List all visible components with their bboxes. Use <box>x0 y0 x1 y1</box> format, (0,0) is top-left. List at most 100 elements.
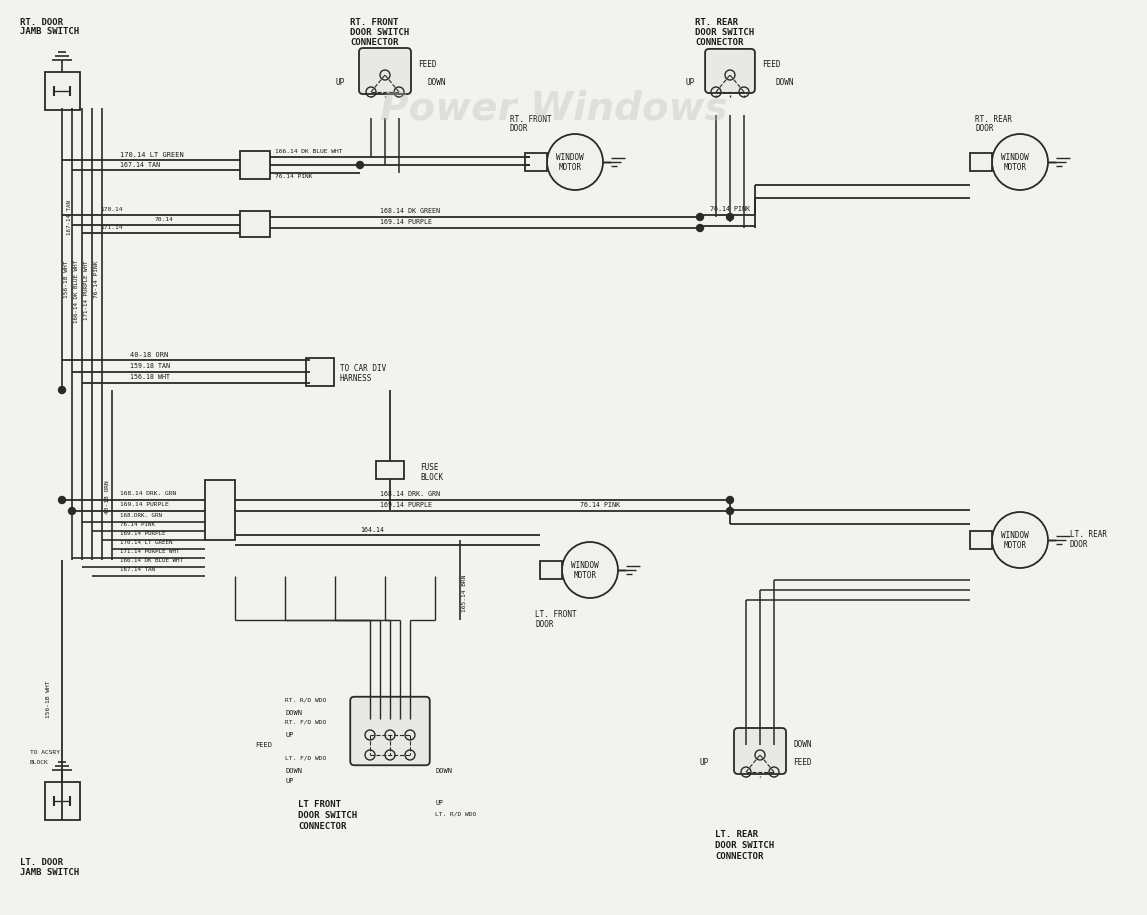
Text: DOWN: DOWN <box>284 710 302 716</box>
Circle shape <box>726 508 733 514</box>
Text: DOWN: DOWN <box>428 78 446 87</box>
Bar <box>376 461 404 479</box>
Text: FEED: FEED <box>762 60 780 69</box>
Text: CONNECTOR: CONNECTOR <box>715 852 764 861</box>
Text: 169.14 PURPLE: 169.14 PURPLE <box>380 219 432 225</box>
Text: 40-18 ORN: 40-18 ORN <box>106 480 110 513</box>
Text: DOOR SWITCH: DOOR SWITCH <box>298 811 357 820</box>
Circle shape <box>992 512 1048 568</box>
Text: LT. REAR: LT. REAR <box>715 830 758 839</box>
Circle shape <box>547 134 603 190</box>
Circle shape <box>696 213 703 221</box>
Text: UP: UP <box>284 732 294 738</box>
Text: DOOR: DOOR <box>975 124 993 133</box>
Text: 166.14 DK BLUE WHT: 166.14 DK BLUE WHT <box>275 149 343 154</box>
Bar <box>540 561 562 579</box>
Text: 168.14 DRK. GRN: 168.14 DRK. GRN <box>380 491 440 497</box>
Text: 170.14 LT GREEN: 170.14 LT GREEN <box>120 152 184 158</box>
Text: 76.14 PINK: 76.14 PINK <box>275 174 312 179</box>
Text: 167.14 TAN: 167.14 TAN <box>120 567 155 572</box>
Text: MOTOR: MOTOR <box>1004 163 1027 171</box>
Circle shape <box>69 508 76 514</box>
Text: 168.14 DK GREEN: 168.14 DK GREEN <box>380 208 440 214</box>
Circle shape <box>58 497 65 503</box>
Text: RT. REAR: RT. REAR <box>695 18 738 27</box>
Text: DOOR: DOOR <box>510 124 529 133</box>
Text: RT. REAR: RT. REAR <box>975 115 1012 124</box>
FancyBboxPatch shape <box>350 696 430 765</box>
Text: 170.14 LT GREEN: 170.14 LT GREEN <box>120 540 172 545</box>
Text: DOOR SWITCH: DOOR SWITCH <box>715 841 774 850</box>
Bar <box>45 72 80 110</box>
Text: DOWN: DOWN <box>284 768 302 774</box>
Text: DOWN: DOWN <box>775 78 794 87</box>
Bar <box>970 153 992 171</box>
Text: FEED: FEED <box>793 758 811 767</box>
Text: UP: UP <box>685 78 694 87</box>
Bar <box>240 151 270 179</box>
Text: UP: UP <box>335 78 344 87</box>
Circle shape <box>726 213 733 221</box>
FancyBboxPatch shape <box>734 728 786 774</box>
Bar <box>205 480 235 540</box>
Text: BLOCK: BLOCK <box>30 760 49 765</box>
Text: 156-18 WHT: 156-18 WHT <box>64 260 69 297</box>
Text: UP: UP <box>284 778 294 784</box>
Circle shape <box>562 542 618 598</box>
Text: LT. DOOR: LT. DOOR <box>19 858 63 867</box>
Text: CONNECTOR: CONNECTOR <box>298 822 346 831</box>
Bar <box>306 358 334 386</box>
Text: 171-14 PURPLE WHT: 171-14 PURPLE WHT <box>84 260 89 319</box>
Text: 170.14: 170.14 <box>100 207 123 212</box>
Text: WINDOW: WINDOW <box>1001 532 1029 541</box>
Text: MOTOR: MOTOR <box>574 570 596 579</box>
Bar <box>525 153 547 171</box>
Text: RT. R/D WDO: RT. R/D WDO <box>284 698 326 703</box>
Text: 166-14 DK BLUE WHT: 166-14 DK BLUE WHT <box>75 260 79 323</box>
Text: 169.14 PURPLE: 169.14 PURPLE <box>120 502 169 507</box>
Circle shape <box>357 162 364 168</box>
Text: FEED: FEED <box>255 742 272 748</box>
Text: LT. FRONT: LT. FRONT <box>535 610 577 619</box>
Text: 168.DRK. GRN: 168.DRK. GRN <box>120 513 162 518</box>
Text: LT FRONT: LT FRONT <box>298 800 341 809</box>
Text: TO ACSRY: TO ACSRY <box>30 750 60 755</box>
Text: 70.14: 70.14 <box>155 217 173 222</box>
Text: DOOR: DOOR <box>1070 540 1089 549</box>
Text: 40-18 ORN: 40-18 ORN <box>130 352 169 358</box>
FancyBboxPatch shape <box>705 48 755 93</box>
Text: 169.14 PURPLE: 169.14 PURPLE <box>120 531 165 536</box>
Text: 76-14 PINK: 76-14 PINK <box>94 260 99 297</box>
Text: LT. REAR: LT. REAR <box>1070 530 1107 539</box>
Text: 167.14 TAN: 167.14 TAN <box>120 162 159 168</box>
Text: 166.14 DK BLUE WHT: 166.14 DK BLUE WHT <box>120 558 184 563</box>
Text: 76.14 PINK: 76.14 PINK <box>120 522 155 527</box>
Text: WINDOW: WINDOW <box>571 562 599 570</box>
Circle shape <box>696 224 703 231</box>
Text: RT. F/D WDO: RT. F/D WDO <box>284 720 326 725</box>
Text: Power Windows: Power Windows <box>380 90 727 128</box>
Circle shape <box>992 134 1048 190</box>
Text: RT. DOOR: RT. DOOR <box>19 18 63 27</box>
Text: RT. FRONT: RT. FRONT <box>350 18 398 27</box>
Text: CONNECTOR: CONNECTOR <box>695 38 743 47</box>
Text: 165.14 BRN: 165.14 BRN <box>462 575 467 612</box>
Text: 76.14 PINK: 76.14 PINK <box>580 502 621 508</box>
Text: 156.18 WHT: 156.18 WHT <box>130 374 170 380</box>
Text: FEED: FEED <box>418 60 437 69</box>
Text: FUSE: FUSE <box>420 463 438 472</box>
Text: UP: UP <box>435 800 443 806</box>
Text: DOWN: DOWN <box>435 768 452 774</box>
Bar <box>240 211 270 237</box>
Text: JAMB SWITCH: JAMB SWITCH <box>19 27 79 36</box>
Text: DOOR: DOOR <box>535 620 554 629</box>
Text: DOOR SWITCH: DOOR SWITCH <box>350 28 409 37</box>
Text: WINDOW: WINDOW <box>556 154 584 163</box>
Text: 168.14 DRK. GRN: 168.14 DRK. GRN <box>120 491 177 496</box>
Text: 159.18 TAN: 159.18 TAN <box>130 363 170 369</box>
Text: 167-14 TAN: 167-14 TAN <box>67 200 72 235</box>
Text: RT. FRONT: RT. FRONT <box>510 115 552 124</box>
Text: UP: UP <box>700 758 709 767</box>
Text: MOTOR: MOTOR <box>1004 541 1027 550</box>
Text: HARNESS: HARNESS <box>340 374 373 383</box>
